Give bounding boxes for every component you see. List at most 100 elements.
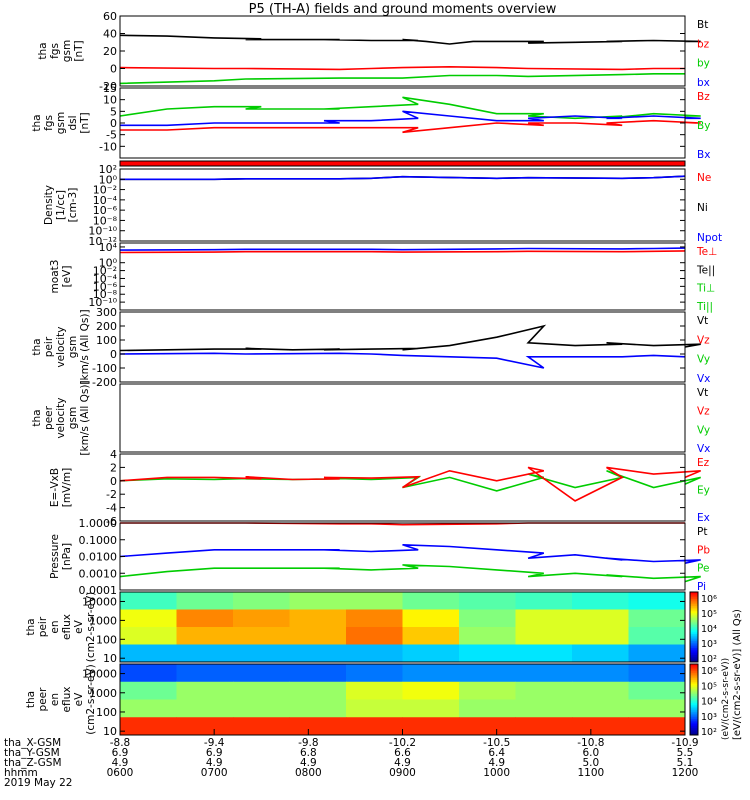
x-tick-label: 6.4 xyxy=(488,747,505,759)
y-tick-label: 10⁻¹² xyxy=(88,235,117,248)
y-tick-label: 1000 xyxy=(89,614,117,627)
legend-entry: Npot xyxy=(697,232,722,244)
heatmap-cell xyxy=(346,717,403,736)
x-tick-label: 5.0 xyxy=(582,757,599,769)
x-tick-label: -10.5 xyxy=(483,737,510,749)
y-axis-label: [nT] xyxy=(73,40,85,61)
x-tick-label: 4.9 xyxy=(206,757,223,769)
legend-entry: Ti⊥ xyxy=(696,283,715,295)
colorbar-cell xyxy=(690,644,698,647)
colorbar-cell xyxy=(690,704,698,708)
colorbar-cell xyxy=(690,618,698,621)
colorbar-cell xyxy=(690,697,698,700)
legend-entry: Ey xyxy=(697,485,710,497)
colorbar-cell xyxy=(690,678,698,681)
y-axis-label: E=-VxB xyxy=(49,468,61,507)
y-tick-label: 10⁻⁴ xyxy=(93,272,118,285)
colorbar-cell xyxy=(690,713,698,716)
x-tick-label: 1000 xyxy=(483,767,510,779)
heatmap-cell xyxy=(459,681,516,700)
series-Bz xyxy=(120,119,701,134)
x-tick-label: -9.4 xyxy=(204,737,225,749)
x-row-label: tha_X-GSM xyxy=(4,737,61,749)
legend-entry: Ti|| xyxy=(696,301,713,313)
colorbar-cell xyxy=(690,642,698,645)
colorbar-cell xyxy=(690,653,698,656)
heatmap-cell xyxy=(402,592,460,610)
y-axis-label: peir xyxy=(37,616,49,637)
heatmap-cell xyxy=(402,664,460,683)
y-axis-label: tha xyxy=(25,618,37,635)
x-tick-label: 6.0 xyxy=(582,747,599,759)
heatmap-cell xyxy=(233,609,290,628)
colorbar-cell xyxy=(690,637,698,640)
colorbar-cell xyxy=(690,600,698,603)
colorbar-cell xyxy=(690,660,698,663)
colorbar-cell xyxy=(690,681,698,685)
y-axis-label: moat3 xyxy=(49,260,61,294)
y-tick-label: 300 xyxy=(96,306,117,319)
heatmap-cell xyxy=(233,592,290,610)
y-tick-label: 15 xyxy=(103,82,117,95)
colorbar-cell xyxy=(690,625,698,628)
heatmap-cell xyxy=(233,627,290,645)
x-tick-label: 6.6 xyxy=(394,747,411,759)
colorbar-cell xyxy=(690,609,698,612)
heatmap-cell xyxy=(176,627,234,645)
heatmap-cell xyxy=(176,717,234,736)
legend-entry: Vx xyxy=(697,373,710,385)
colorbar-cell xyxy=(690,623,698,626)
y-axis-label: peer xyxy=(43,405,55,430)
y-axis-label: tha xyxy=(31,338,43,355)
colorbar-label-2: (eV/(cm2-s-sr-eV)) xyxy=(721,658,731,740)
legend-entry: Ni xyxy=(697,202,708,214)
heatmap-cell xyxy=(572,681,629,700)
y-tick-label: 2 xyxy=(110,461,117,474)
heatmap-cell xyxy=(289,592,347,610)
colorbar-cell xyxy=(690,595,698,598)
y-tick-label: 0.0001 xyxy=(79,584,118,597)
colorbar-cell xyxy=(690,687,698,690)
colorbar-cell xyxy=(690,701,698,704)
heatmap-cell xyxy=(120,681,177,700)
heatmap-cell xyxy=(120,664,177,683)
colorbar-cell xyxy=(690,597,698,600)
heatmap-cell xyxy=(402,717,460,736)
y-axis-label: eV xyxy=(73,619,85,633)
heatmap-cell xyxy=(346,627,403,645)
y-tick-label: 10000 xyxy=(82,668,117,681)
heatmap-cell xyxy=(233,664,290,683)
colorbar-cell xyxy=(690,592,698,595)
y-tick-label: 10⁴ xyxy=(99,241,118,254)
y-axis-label: peer xyxy=(37,687,49,712)
x-tick-label: 0600 xyxy=(107,767,134,779)
y-axis-label: gsm xyxy=(67,407,79,429)
colorbar-cell xyxy=(690,602,698,605)
colorbar-cell xyxy=(690,641,698,644)
colorbar-cell xyxy=(690,720,698,724)
panel-frame xyxy=(119,522,686,591)
colorbar-cell xyxy=(690,628,698,631)
y-axis-label: (cm2-s-sr-eV) xyxy=(85,592,97,662)
heatmap-cell xyxy=(515,717,573,736)
panel-3: 10²10⁰10⁻²10⁻⁴10⁻⁶10⁻⁸10⁻¹⁰10⁻¹²Density[… xyxy=(43,163,722,248)
heatmap-cell xyxy=(572,699,629,718)
x-tick-label: 4.9 xyxy=(300,757,317,769)
series-Ti xyxy=(119,247,686,251)
y-tick-label: 10⁻⁸ xyxy=(93,214,118,227)
heatmap-cell xyxy=(233,699,290,718)
y-axis-label: gsm xyxy=(61,40,73,62)
y-axis-label: [eV] xyxy=(61,266,73,288)
colorbar-label: [eV/(cm2-s-sr-eV)] (All Qs) xyxy=(732,609,743,740)
colorbar-cell xyxy=(690,655,698,658)
x-tick-label: 1100 xyxy=(577,767,604,779)
x-row-label: tha_Y-GSM xyxy=(4,747,60,759)
heatmap-cell xyxy=(176,644,234,663)
heatmap-cell xyxy=(402,609,460,628)
y-tick-label: 4 xyxy=(110,448,117,461)
colorbar-cell xyxy=(690,674,698,677)
legend-entry: bz xyxy=(697,38,710,50)
colorbar-tick: 10⁴ xyxy=(701,624,717,635)
heatmap-cell xyxy=(176,664,234,683)
